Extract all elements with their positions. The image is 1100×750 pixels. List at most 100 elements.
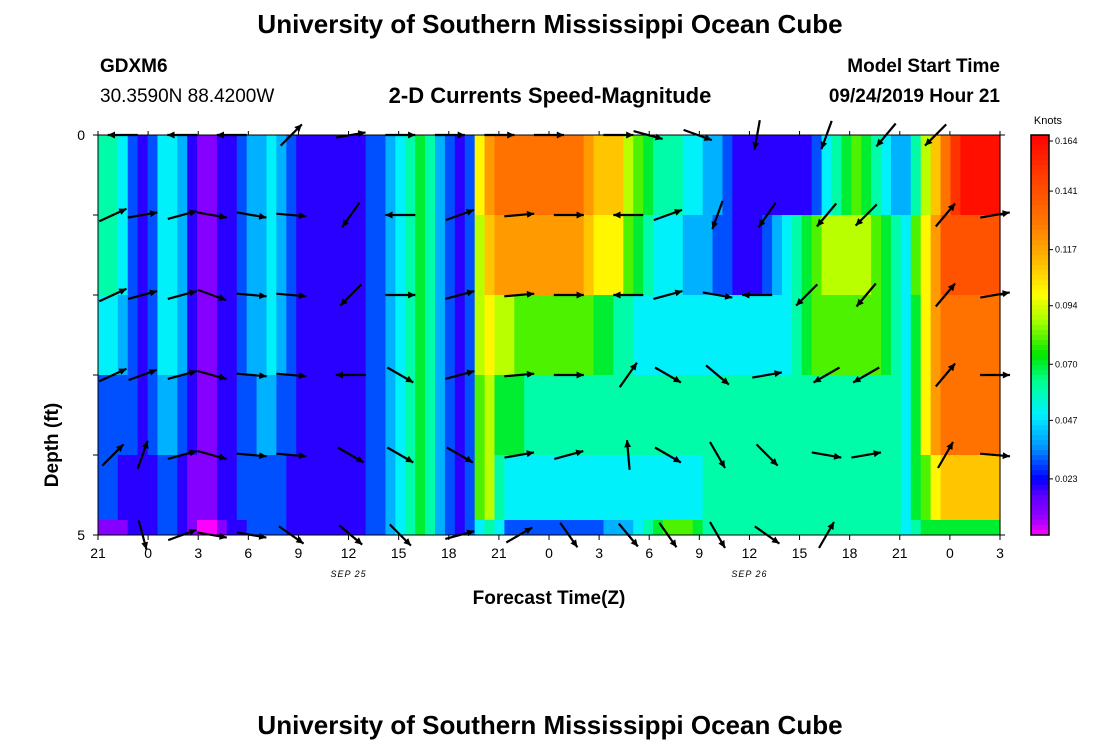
- arrow-head: [718, 460, 725, 468]
- current-arrow: [811, 451, 842, 460]
- arrow-head: [342, 219, 350, 228]
- heatmap-cell: [365, 520, 377, 535]
- heatmap-cell: [752, 375, 763, 455]
- heatmap-cell: [732, 520, 743, 535]
- heatmap-cell: [831, 295, 842, 375]
- heatmap-cell: [702, 135, 714, 215]
- heatmap-cell: [593, 455, 605, 520]
- heatmap-cell: [791, 520, 803, 535]
- colorbar-segment: [1031, 205, 1049, 211]
- heatmap-cell: [772, 520, 783, 535]
- current-arrow: [216, 131, 247, 139]
- arrow-head: [298, 452, 307, 460]
- heatmap-cell: [762, 215, 773, 295]
- arrow-head: [827, 522, 834, 530]
- x-tick-label: 21: [491, 545, 507, 561]
- heatmap-cell: [593, 520, 605, 535]
- heatmap-cell: [256, 295, 268, 375]
- heatmap-cell: [960, 215, 971, 295]
- arrow-head: [141, 541, 148, 550]
- arrow-head: [947, 363, 956, 372]
- heatmap-cell: [930, 520, 942, 535]
- current-arrow: [341, 202, 361, 228]
- heatmap-cell: [207, 455, 218, 520]
- heatmap-cell: [762, 295, 773, 375]
- heatmap-cell: [484, 455, 496, 520]
- colorbar-segment: [1031, 220, 1049, 226]
- arrow-head: [167, 131, 175, 139]
- heatmap-cell: [811, 215, 823, 295]
- heatmap-cell: [553, 295, 565, 375]
- arrow-head: [465, 209, 474, 216]
- current-arrow: [754, 525, 781, 545]
- heatmap-cell: [236, 455, 248, 520]
- colorbar-segment: [1031, 400, 1049, 406]
- heatmap-cell: [930, 135, 942, 215]
- current-arrow: [553, 211, 584, 219]
- arrow-head: [796, 298, 804, 306]
- heatmap-cell: [454, 135, 466, 215]
- heatmap-cell: [207, 375, 218, 455]
- colorbar-segment: [1031, 175, 1049, 181]
- heatmap-cell: [593, 215, 605, 295]
- heatmap-cell: [732, 455, 743, 520]
- arrow-head: [259, 372, 267, 380]
- arrow-head: [771, 536, 780, 544]
- current-arrow: [553, 291, 584, 299]
- heatmap-cell: [177, 455, 188, 520]
- current-arrow: [446, 446, 474, 464]
- colorbar-segment: [1031, 485, 1049, 491]
- heatmap-cell: [662, 375, 674, 455]
- arrow-head: [258, 212, 267, 220]
- heatmap-cell: [950, 295, 961, 375]
- arrow-head: [673, 455, 681, 463]
- current-arrow: [167, 528, 197, 542]
- heatmap-cell: [583, 520, 595, 535]
- heatmap-cell: [425, 215, 436, 295]
- colorbar-segment: [1031, 520, 1049, 526]
- heatmap-cell: [653, 215, 664, 295]
- heatmap-cell: [514, 375, 525, 455]
- heatmap-cell: [127, 215, 139, 295]
- arrow-head: [853, 375, 862, 383]
- heatmap-cell: [524, 295, 535, 375]
- heatmap-cell: [454, 520, 466, 535]
- arrow-head: [405, 455, 414, 463]
- current-arrow: [339, 283, 363, 307]
- arrow-head: [711, 221, 719, 230]
- current-arrow: [197, 288, 227, 302]
- colorbar-segment: [1031, 335, 1049, 341]
- heatmap-cell: [464, 135, 476, 215]
- current-arrow: [98, 207, 127, 223]
- heatmap-cell: [841, 520, 852, 535]
- heatmap-cell: [633, 215, 644, 295]
- heatmap-cell: [772, 135, 783, 215]
- current-arrow: [276, 212, 307, 220]
- current-arrow: [709, 441, 726, 469]
- heatmap-cell: [345, 295, 357, 375]
- heatmap-cell: [325, 520, 337, 535]
- heatmap-cell: [781, 375, 793, 455]
- heatmap-cell: [216, 455, 228, 520]
- heatmap-cell: [732, 295, 743, 375]
- heatmap-cell: [236, 375, 248, 455]
- heatmap-cell: [415, 375, 426, 455]
- heatmap-cell: [197, 375, 208, 455]
- heatmap-cell: [940, 135, 952, 215]
- current-arrow: [795, 283, 819, 307]
- heatmap-cell: [970, 520, 981, 535]
- current-arrow: [709, 521, 726, 549]
- heatmap-cell: [207, 295, 218, 375]
- arrow-head: [724, 292, 733, 300]
- current-arrow: [337, 446, 365, 464]
- heatmap-cell: [781, 455, 793, 520]
- heatmap-cell: [524, 375, 535, 455]
- heatmap-cell: [474, 375, 486, 455]
- heatmap-cell: [712, 375, 724, 455]
- colorbar-segment: [1031, 515, 1049, 521]
- heatmap-cell: [444, 295, 456, 375]
- heatmap-cell: [980, 215, 991, 295]
- heatmap-cell: [762, 375, 773, 455]
- heatmap-cell: [197, 295, 208, 375]
- heatmap-cell: [246, 135, 258, 215]
